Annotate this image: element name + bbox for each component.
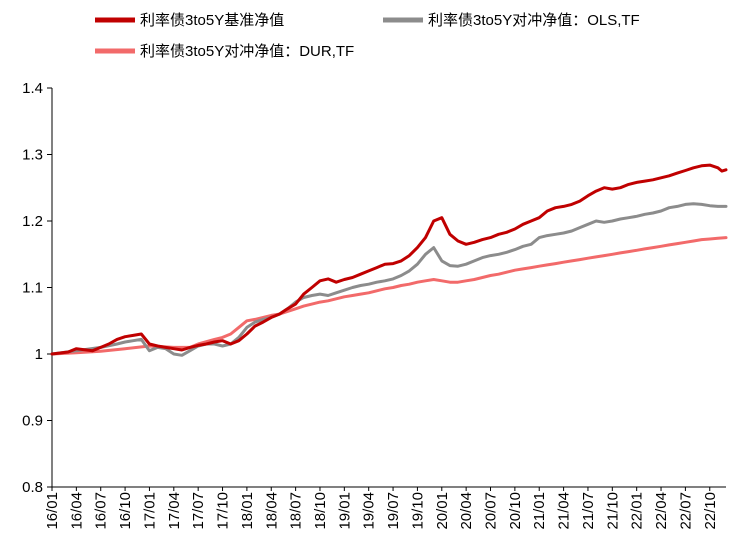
series-line-3 bbox=[50, 236, 728, 356]
x-tick-label: 21/07 bbox=[580, 492, 597, 530]
x-tick-label: 16/01 bbox=[44, 492, 61, 530]
x-tick-label: 17/10 bbox=[215, 492, 232, 530]
y-tick-label: 1.2 bbox=[22, 213, 43, 230]
legend-label-3: 利率债3to5Y对冲净值：DUR,TF bbox=[140, 43, 354, 60]
x-tick-label: 18/10 bbox=[312, 492, 329, 530]
legend: 利率债3to5Y基准净值 利率债3to5Y对冲净值：OLS,TF 利率债3to5Y对… bbox=[95, 12, 640, 60]
x-tick-label: 22/04 bbox=[653, 492, 670, 530]
y-tick-label: 1.1 bbox=[22, 280, 43, 297]
series-line-2 bbox=[50, 202, 728, 357]
x-tick-label: 16/07 bbox=[93, 492, 110, 530]
x-tick-label: 22/10 bbox=[702, 492, 719, 530]
y-tick-label: 1.3 bbox=[22, 147, 43, 164]
x-tick-label: 16/10 bbox=[117, 492, 134, 530]
legend-label-2: 利率债3to5Y对冲净值：OLS,TF bbox=[428, 12, 640, 29]
y-tick-label: 0.8 bbox=[22, 479, 43, 496]
y-axis: 0.8 0.9 1 1.1 1.2 1.3 1.4 bbox=[22, 80, 53, 496]
x-tick-label: 19/04 bbox=[361, 492, 378, 530]
x-tick-label: 21/04 bbox=[556, 492, 573, 530]
x-tick-label: 20/04 bbox=[458, 492, 475, 530]
x-tick-label: 16/04 bbox=[68, 492, 85, 530]
y-tick-label: 1.4 bbox=[22, 80, 43, 97]
x-tick-label: 18/01 bbox=[239, 492, 256, 530]
x-tick-label: 20/07 bbox=[483, 492, 500, 530]
x-tick-label: 22/01 bbox=[629, 492, 646, 530]
x-tick-label: 21/10 bbox=[604, 492, 621, 530]
legend-label-1: 利率债3to5Y基准净值 bbox=[140, 12, 284, 29]
x-tick-label: 17/01 bbox=[141, 492, 158, 530]
x-tick-label: 22/07 bbox=[677, 492, 694, 530]
x-tick-label: 21/01 bbox=[531, 492, 548, 530]
x-tick-label: 18/04 bbox=[263, 492, 280, 530]
y-tick-label: 1 bbox=[35, 346, 43, 363]
x-tick-label: 17/04 bbox=[166, 492, 183, 530]
x-tick-label: 20/01 bbox=[434, 492, 451, 530]
series-layer bbox=[50, 163, 728, 357]
series-line-1 bbox=[50, 163, 728, 356]
x-tick-label: 19/01 bbox=[336, 492, 353, 530]
x-axis: 16/01 16/04 16/07 16/10 17/01 17/04 17/07 17/10… bbox=[44, 486, 726, 530]
x-tick-label: 17/07 bbox=[190, 492, 207, 530]
x-tick-label: 18/07 bbox=[288, 492, 305, 530]
x-tick-label: 19/10 bbox=[409, 492, 426, 530]
y-tick-label: 0.9 bbox=[22, 413, 43, 430]
x-tick-label: 20/10 bbox=[507, 492, 524, 530]
x-tick-label: 19/07 bbox=[385, 492, 402, 530]
